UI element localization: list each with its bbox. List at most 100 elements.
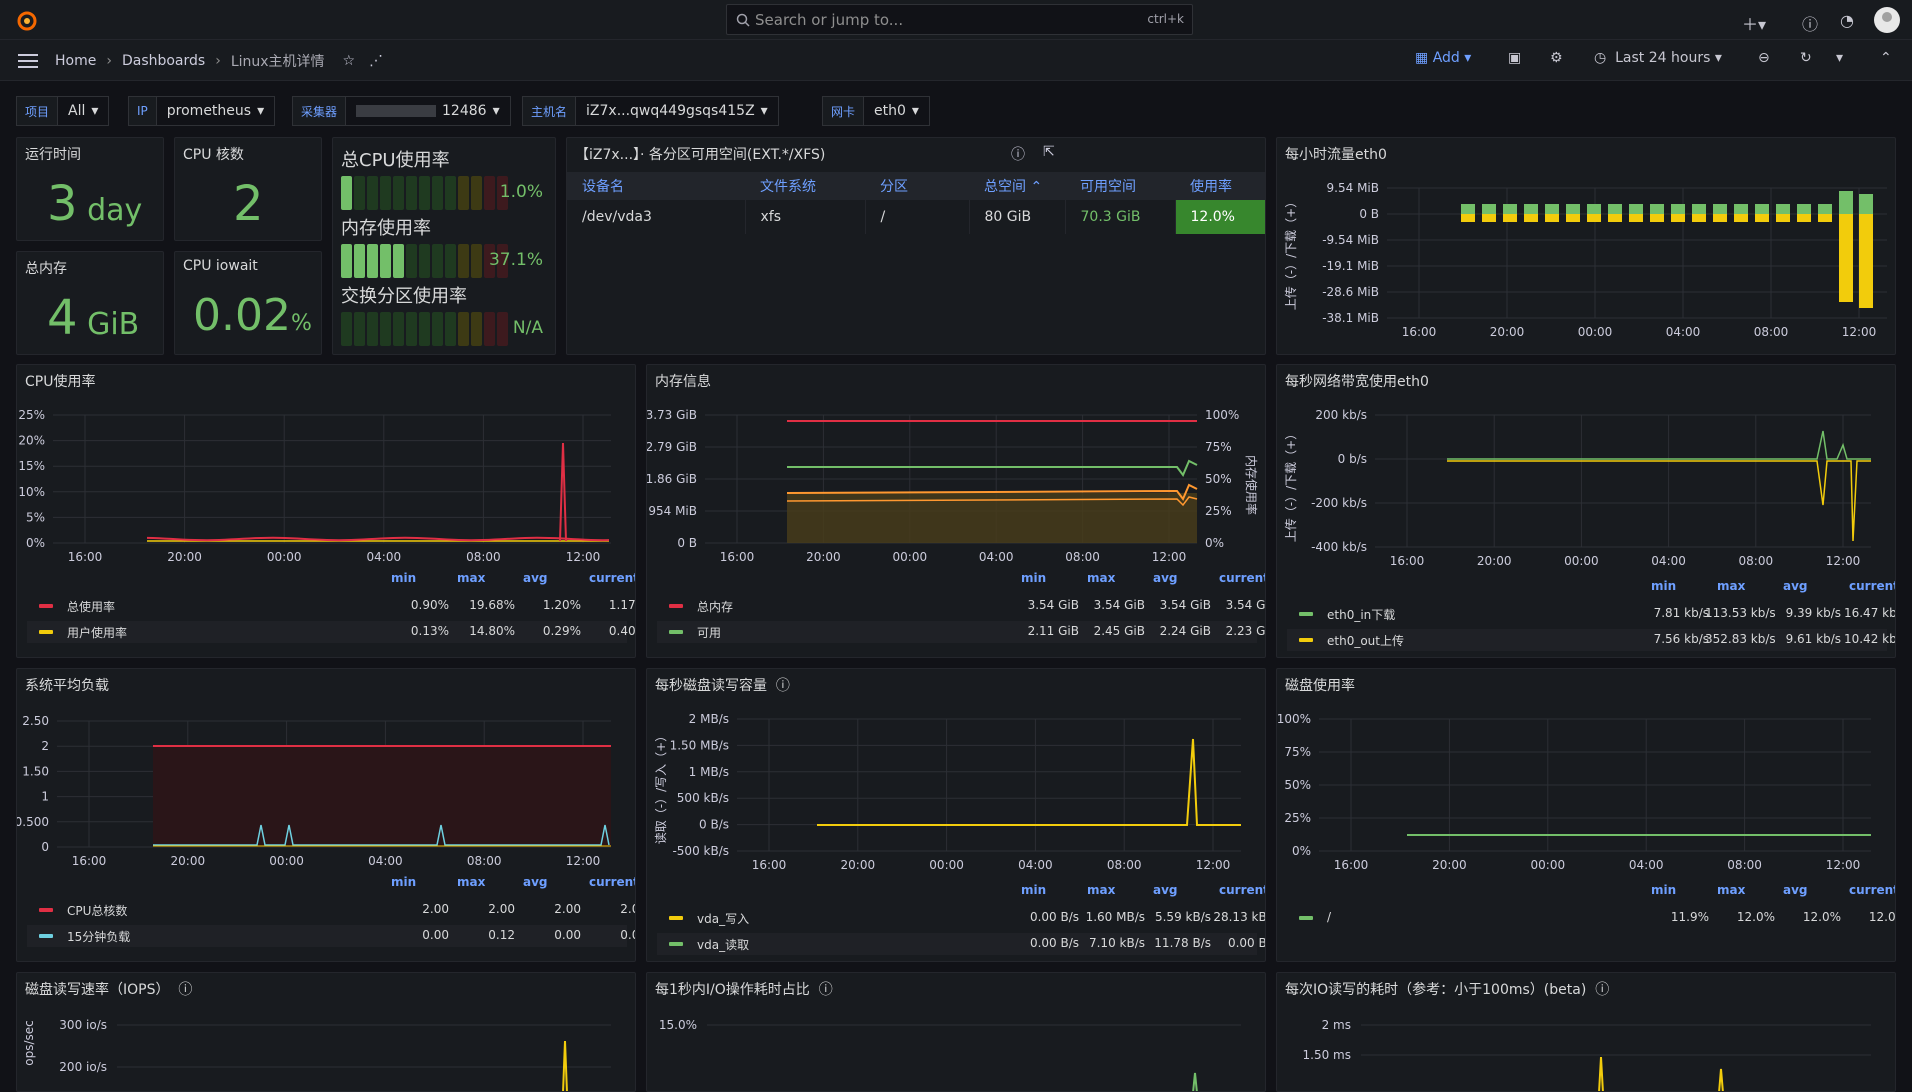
breadcrumb: Home › Dashboards › Linux主机详情 ☆ ⋰ [55,53,384,70]
series-spike [559,442,567,542]
legend-header[interactable]: current ⌄ [1219,571,1266,585]
filter-nic[interactable]: 网卡 eth0 ▾ [822,96,930,126]
x-tick-label: 00:00 [267,550,302,564]
legend-header[interactable]: avg [1153,571,1178,585]
bar-upload [1650,214,1664,222]
col-usage[interactable]: 使用率 [1175,172,1265,200]
external-link-icon[interactable]: ⇱ [1043,144,1055,160]
legend-header[interactable]: min [1651,883,1677,897]
y-tick-label: 9.54 MiB [1327,181,1379,195]
crumb-home[interactable]: Home [55,53,97,69]
legend-item[interactable]: 可用 2.11 GiB 2.45 GiB 2.24 GiB 2.23 GiB [657,621,1265,643]
help-icon[interactable]: ⓘ [1802,15,1819,34]
legend-item[interactable]: 总内存 3.54 GiB 3.54 GiB 3.54 GiB 3.54 GiB [657,595,1265,617]
legend-header[interactable]: min [391,875,417,889]
disk-rw-panel: 每秒磁盘读写容量 ⓘ 2 MB/s 1.50 MB/s 1 MB/s 500 kB/s… [646,668,1266,962]
col-device[interactable]: 设备名 [567,172,745,200]
legend-item[interactable]: 15分钟负载 0.00 0.12 0.00 0.00 [27,925,635,947]
legend-item[interactable]: 用户使用率 0.13% 14.80% 0.29% 0.40% [27,621,635,643]
legend-header[interactable]: min [1021,883,1047,897]
x-tick-label: 20:00 [1490,325,1525,339]
legend: min max avg current ⌄ CPU总核数 2.00 2.00 2.00 2.00… [27,875,635,947]
legend-header[interactable]: max [1087,883,1116,897]
legend-header[interactable]: current ⌄ [589,875,636,889]
keyboard-shortcut: ctrl+k [1147,12,1184,26]
legend-item[interactable]: CPU总核数 2.00 2.00 2.00 2.00 [27,899,635,921]
search-input[interactable]: Search or jump to... ctrl+k [726,4,1193,35]
legend-header[interactable]: avg [1783,579,1808,593]
legend-item[interactable]: vda_写入 0.00 B/s 1.60 MB/s 5.59 kB/s 28.13 kB… [657,907,1265,929]
refresh-interval-dropdown[interactable]: ▾ [1836,50,1844,66]
legend-header[interactable]: current ⌄ [1849,579,1896,593]
legend-value: 12.0% [1802,910,1841,924]
col-fstype[interactable]: 文件系统 [745,172,865,200]
news-feed-icon[interactable]: ◔ [1840,11,1854,30]
legend-header[interactable]: avg [1783,883,1808,897]
info-icon[interactable]: ⓘ [178,982,193,998]
info-icon[interactable]: ⓘ [1595,982,1610,998]
legend-header[interactable]: current ⌄ [1219,883,1266,897]
x-tick-label: 16:00 [68,550,103,564]
legend-header[interactable]: max [1717,883,1746,897]
y-tick-label: 2 MB/s [689,712,729,726]
star-icon[interactable]: ☆ [342,53,356,69]
legend-value: 0.40% [608,624,636,638]
y-tick-label: -400 kb/s [1311,540,1367,554]
legend-header[interactable]: max [1087,571,1116,585]
y-tick-label: 5% [26,510,45,524]
col-mount[interactable]: 分区 [865,172,969,200]
collapse-icon[interactable]: ⌃ [1880,50,1892,66]
legend-header[interactable]: current ⌄ [1849,883,1896,897]
bar-download [1503,204,1517,214]
legend-header[interactable]: min [1651,579,1677,593]
info-icon[interactable]: ⓘ [818,982,833,998]
filter-collector[interactable]: 采集器 12486 ▾ [292,96,511,126]
filter-ip[interactable]: IP prometheus ▾ [128,96,276,126]
crumb-dashboards[interactable]: Dashboards [121,53,206,69]
add-button[interactable]: ▦ Add ▾ [1415,50,1472,66]
bar-upload [1482,214,1496,222]
legend-value: 7.10 kB/s [1088,936,1145,950]
col-avail[interactable]: 可用空间 [1065,172,1175,200]
legend-header[interactable]: avg [523,571,548,585]
menu-icon[interactable] [18,54,38,68]
legend-header[interactable]: max [457,875,486,889]
legend-header[interactable]: avg [523,875,548,889]
info-icon[interactable]: ⓘ [775,678,790,694]
grafana-logo-icon[interactable] [16,10,38,32]
x-tick-label: 08:00 [467,854,502,868]
legend-header[interactable]: min [391,571,417,585]
fs-table-panel: 【iZ7x...】· 各分区可用空间(EXT.*/XFS) ⓘ ⇱ 设备名 文件… [566,137,1266,355]
bar-download [1755,204,1769,214]
legend-item[interactable]: vda_读取 0.00 B/s 7.10 kB/s 11.78 B/s 0.00 B/s [657,933,1265,955]
x-tick-label: 20:00 [1477,554,1512,568]
legend-header[interactable]: min [1021,571,1047,585]
x-tick-label: 20:00 [1432,858,1467,872]
legend-item[interactable]: eth0_out上传 7.56 kb/s 352.83 kb/s 9.61 kb/s 1… [1287,629,1895,651]
zoom-out-icon[interactable]: ⊖ [1758,50,1770,66]
y-tick-label: 0 b/s [1338,452,1367,466]
time-picker[interactable]: ◷ Last 24 hours ▾ [1594,50,1722,66]
legend-header[interactable]: max [1717,579,1746,593]
avatar[interactable] [1874,7,1900,33]
legend-header[interactable]: max [457,571,486,585]
filter-hostname[interactable]: 主机名 iZ7x...qwq449gsqs415Z ▾ [522,96,779,126]
plus-icon[interactable]: ＋▾ [1742,15,1767,34]
legend-item[interactable]: eth0_in下载 7.81 kb/s 113.53 kb/s 9.39 kb/s 16… [1287,603,1895,625]
filter-project[interactable]: 项目 All ▾ [16,96,110,126]
gear-icon[interactable]: ⚙ [1550,50,1563,66]
legend-value: 14.80% [469,624,515,638]
bar-download [1482,204,1496,214]
legend-header[interactable]: avg [1153,883,1178,897]
legend-item[interactable]: / 11.9% 12.0% 12.0% 12.0% [1287,907,1895,929]
y-tick-label: 100% [1277,712,1311,726]
bar-upload [1776,214,1790,222]
refresh-icon[interactable]: ↻ [1800,50,1812,66]
share-icon[interactable]: ⋰ [369,53,384,69]
col-total[interactable]: 总空间 ⌃ [969,172,1065,200]
legend-item[interactable]: 总使用率 0.90% 19.68% 1.20% 1.17% [27,595,635,617]
legend-header[interactable]: current ⌄ [589,571,636,585]
info-icon[interactable]: ⓘ [1011,147,1025,163]
save-icon[interactable]: ▣ [1508,50,1522,66]
bar-download [1671,204,1685,214]
